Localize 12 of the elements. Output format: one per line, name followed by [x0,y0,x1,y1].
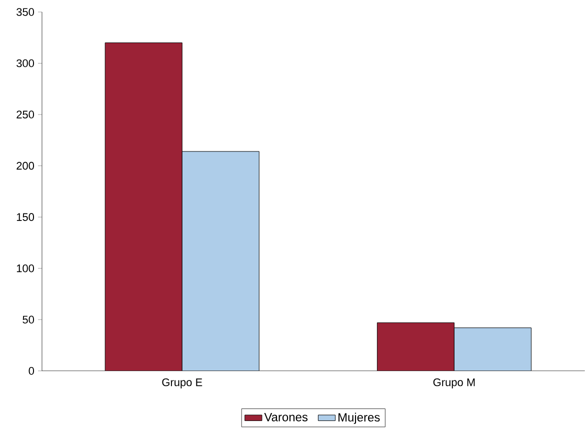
y-tick-label: 100 [16,264,34,272]
x-tick-label: Grupo E [162,378,202,388]
x-tick-label: Grupo M [433,378,475,388]
y-tick-label: 0 [28,367,34,375]
legend-label: Varones [264,413,308,422]
legend-label: Mujeres [338,412,380,424]
y-tick-label: 150 [16,213,34,222]
y-tick-label: 200 [16,162,34,170]
y-tick-label: 300 [16,59,34,68]
y-tick-label: 350 [16,8,34,16]
y-tick-label: 50 [22,316,34,324]
y-tick-label: 250 [16,110,34,118]
